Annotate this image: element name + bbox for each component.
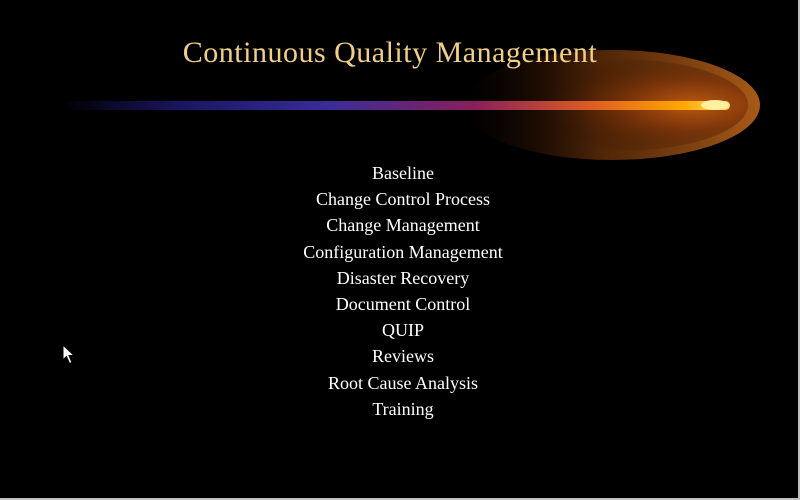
mouse-pointer-icon — [62, 344, 76, 365]
comet-graphic — [60, 50, 760, 160]
list-item: Change Management — [326, 215, 480, 236]
list-item: Reviews — [372, 346, 434, 367]
list-item: Configuration Management — [303, 241, 503, 262]
list-item: QUIP — [381, 320, 424, 341]
list-item: Root Cause Analysis — [327, 372, 478, 393]
list-item: Change Control Process — [316, 189, 490, 210]
list-item: Baseline — [372, 163, 434, 183]
list-item: Disaster Recovery — [336, 267, 470, 288]
list-item: Training — [372, 398, 434, 419]
slide-title: Continuous Quality Management — [182, 36, 598, 69]
list-item: Document Control — [335, 293, 471, 314]
topic-list: Baseline Change Control Process Change M… — [0, 160, 798, 422]
